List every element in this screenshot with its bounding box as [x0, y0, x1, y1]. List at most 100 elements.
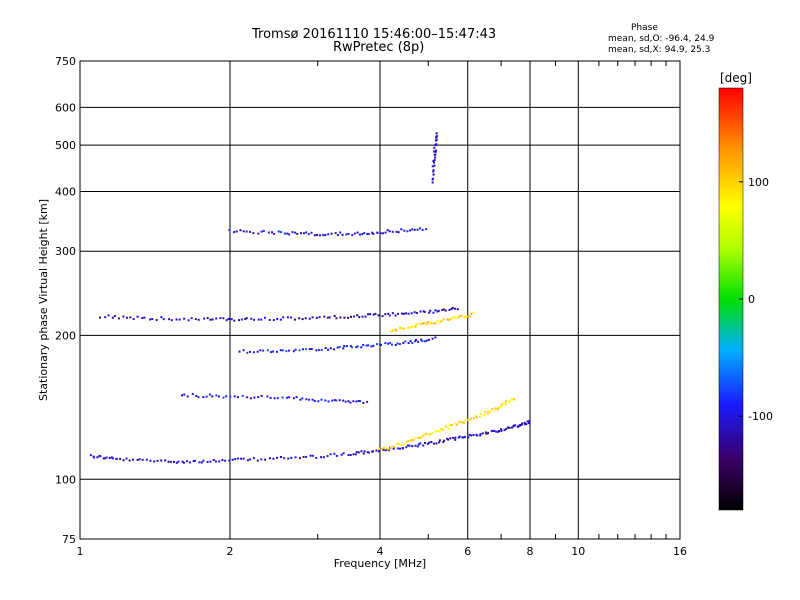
data-point [342, 399, 345, 402]
data-point [342, 347, 345, 350]
data-point [500, 429, 503, 432]
data-point [433, 150, 436, 153]
data-point [467, 418, 470, 421]
data-point [458, 420, 461, 423]
data-point [355, 451, 358, 454]
data-point [379, 232, 382, 235]
data-point [185, 460, 188, 463]
data-point [227, 317, 230, 320]
data-point [276, 397, 279, 400]
data-point [409, 229, 412, 232]
data-point [468, 433, 471, 436]
data-point [358, 316, 361, 319]
data-point [230, 318, 233, 321]
data-point [409, 340, 412, 343]
data-point [354, 453, 357, 456]
x-tick-label: 2 [227, 545, 234, 558]
data-point [411, 445, 414, 448]
y-tick-label: 600 [55, 101, 76, 114]
data-point [440, 319, 443, 322]
data-point [425, 323, 428, 326]
data-point [326, 455, 329, 458]
data-point [260, 458, 263, 461]
data-point [149, 459, 152, 462]
data-point [215, 394, 218, 397]
data-point [356, 314, 359, 317]
data-point [338, 399, 341, 402]
data-point [122, 315, 125, 318]
data-point [288, 233, 291, 236]
data-point [271, 231, 274, 234]
phase-header: Phase [631, 23, 658, 33]
data-point [122, 459, 125, 462]
data-point [315, 349, 318, 352]
data-point [298, 457, 301, 460]
data-point [345, 233, 348, 236]
data-point [310, 231, 313, 234]
data-point [192, 460, 195, 463]
data-point [463, 435, 466, 438]
data-point [225, 395, 228, 398]
data-point [432, 173, 435, 176]
data-point [195, 394, 198, 397]
data-point [470, 417, 473, 420]
data-point [260, 230, 263, 233]
data-point [393, 445, 396, 448]
data-point [236, 457, 239, 460]
data-point [175, 318, 178, 321]
data-point [419, 310, 422, 313]
data-point [434, 156, 437, 159]
data-point [367, 232, 370, 235]
data-point [308, 317, 311, 320]
data-point [343, 316, 346, 319]
data-point [296, 232, 299, 235]
data-point [418, 322, 421, 325]
data-point [388, 230, 391, 233]
data-point [193, 459, 196, 462]
data-point [417, 443, 420, 446]
x-axis-label: Frequency [MHz] [334, 557, 426, 570]
data-point [456, 423, 459, 426]
colorbar-tick-label: -100 [748, 410, 773, 423]
data-point [489, 410, 492, 413]
data-point [237, 319, 240, 322]
data-point [521, 422, 524, 425]
data-point [456, 308, 459, 311]
data-point [117, 317, 120, 320]
data-point [281, 396, 284, 399]
data-point [141, 458, 144, 461]
data-point [170, 319, 173, 322]
data-point [422, 434, 425, 437]
data-point [421, 340, 424, 343]
data-point [353, 232, 356, 235]
data-point [357, 399, 360, 402]
data-point [202, 396, 205, 399]
data-point [103, 457, 106, 460]
data-point [382, 446, 385, 449]
data-point [398, 326, 401, 329]
data-point [286, 232, 289, 235]
data-point [253, 396, 256, 399]
data-point [262, 229, 265, 232]
data-point [505, 400, 508, 403]
x-tick-label: 6 [464, 545, 471, 558]
data-point [513, 398, 516, 401]
data-point [403, 229, 406, 232]
data-point [233, 319, 236, 322]
data-point [363, 450, 366, 453]
data-point [270, 351, 273, 354]
data-point [279, 456, 282, 459]
data-point [366, 400, 369, 403]
data-point [390, 343, 393, 346]
data-point [425, 339, 428, 342]
data-point [423, 310, 426, 313]
data-point [175, 461, 178, 464]
data-point [291, 231, 294, 234]
data-point [439, 320, 442, 323]
data-point [382, 448, 385, 451]
data-point [141, 317, 144, 320]
data-point [155, 318, 158, 321]
data-point [334, 231, 337, 234]
data-point [250, 317, 253, 320]
data-point [491, 429, 494, 432]
